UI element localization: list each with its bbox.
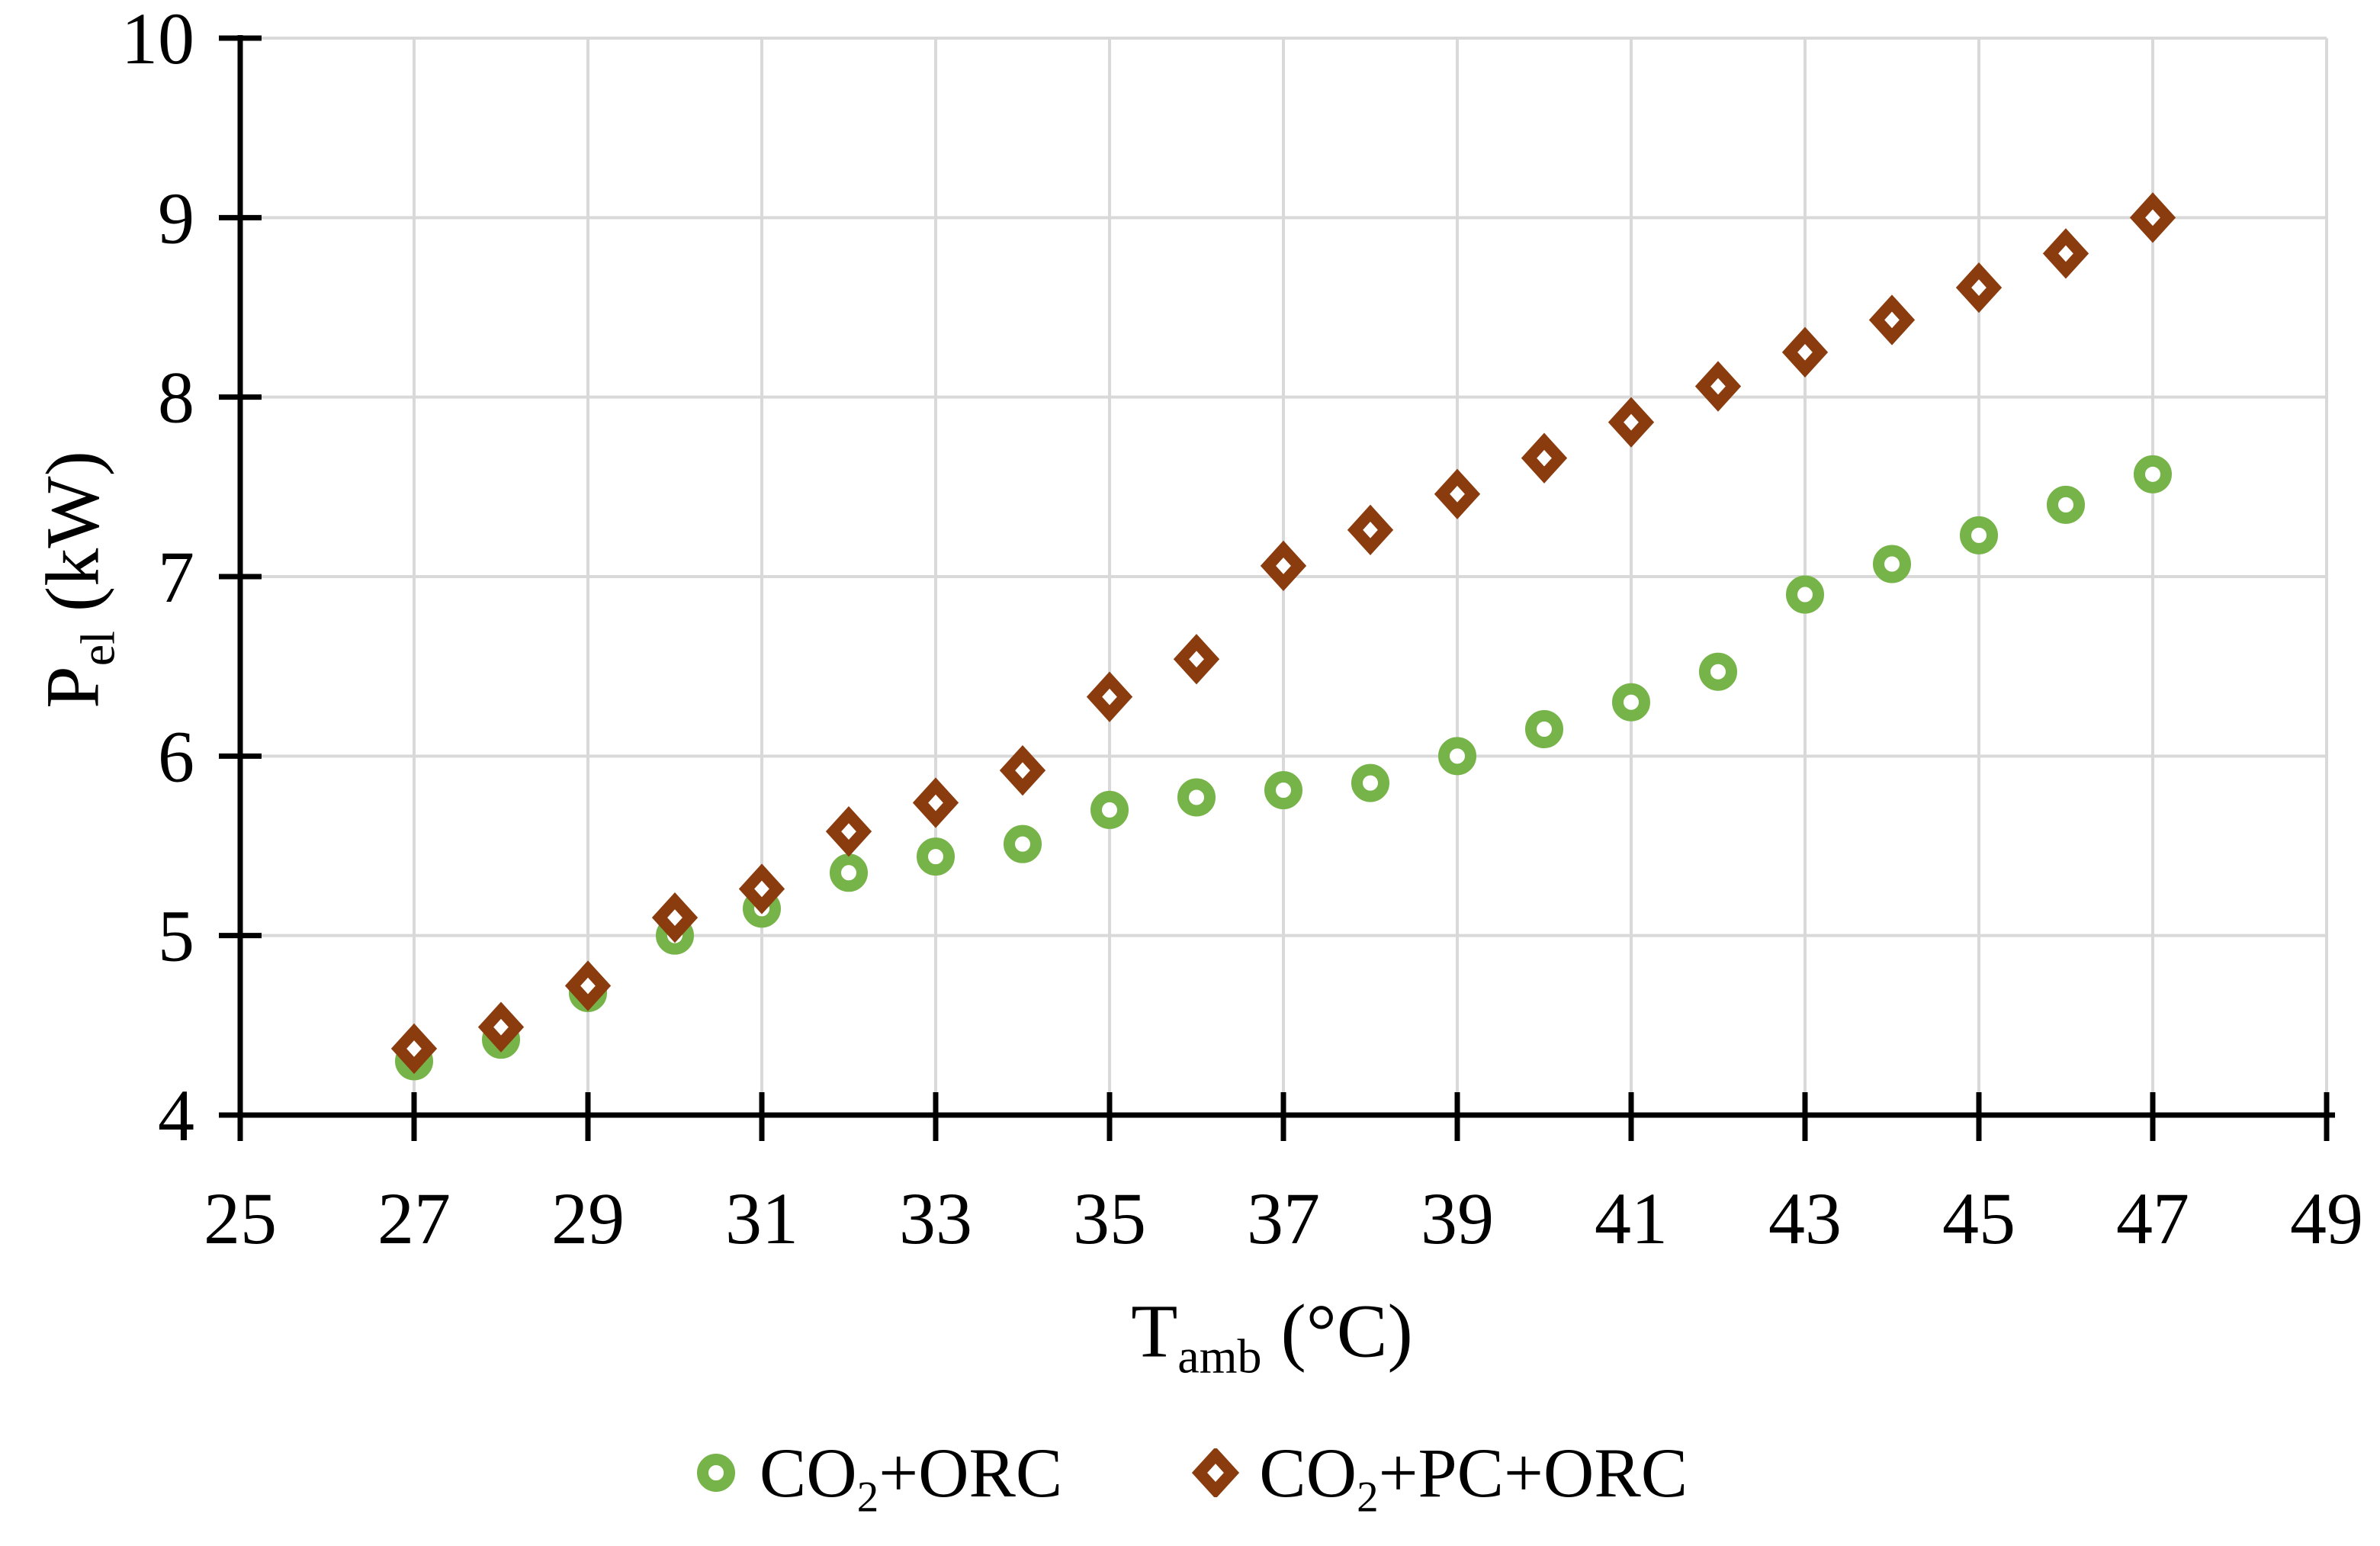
x-tick-label: 25 bbox=[204, 1178, 277, 1259]
x-tick-label: 45 bbox=[1942, 1178, 2015, 1259]
label-text: CO bbox=[1259, 1434, 1357, 1512]
legend-label: CO2+PC+ORC bbox=[1259, 1432, 1688, 1519]
data-point-diamond bbox=[1347, 504, 1394, 555]
label-subscript: 2 bbox=[1357, 1473, 1379, 1522]
label-text: CO bbox=[759, 1434, 857, 1512]
data-point-circle bbox=[1351, 763, 1389, 802]
data-point-circle bbox=[1264, 771, 1302, 810]
legend: CO2+ORC CO2+PC+ORC bbox=[0, 1432, 2380, 1519]
label-subscript: el bbox=[70, 631, 125, 667]
x-tick-label: 27 bbox=[377, 1178, 451, 1259]
data-point-circle bbox=[830, 853, 868, 892]
data-point-diamond bbox=[1781, 326, 1829, 378]
legend-item: CO2+PC+ORC bbox=[1192, 1432, 1688, 1519]
x-tick-label: 47 bbox=[2116, 1178, 2189, 1259]
data-point-circle bbox=[1004, 824, 1042, 863]
data-point-diamond bbox=[1173, 634, 1220, 685]
y-tick-label: 7 bbox=[158, 536, 194, 618]
data-point-diamond bbox=[564, 960, 612, 1011]
data-point-circle bbox=[1177, 778, 1216, 817]
label-text: +PC+ORC bbox=[1378, 1434, 1688, 1512]
label-text: P bbox=[30, 666, 115, 709]
data-point-diamond bbox=[999, 745, 1046, 796]
label-text: T bbox=[1131, 1288, 1178, 1374]
legend-diamond-glyph bbox=[1192, 1448, 1240, 1497]
data-point-diamond bbox=[1868, 294, 1916, 346]
data-point-diamond bbox=[2042, 228, 2089, 279]
x-tick-label: 43 bbox=[1768, 1178, 1842, 1259]
label-text: (kW) bbox=[30, 451, 115, 632]
legend-circle-glyph bbox=[696, 1454, 735, 1492]
label-text: +ORC bbox=[878, 1434, 1063, 1512]
y-axis-title: Pel (kW) bbox=[29, 451, 125, 709]
data-point-circle bbox=[2134, 455, 2172, 493]
data-point-circle bbox=[1786, 575, 1824, 614]
legend-circle-icon bbox=[696, 1454, 735, 1492]
series-co2-pc-orc bbox=[390, 192, 2176, 1075]
data-point-diamond bbox=[738, 863, 785, 914]
x-tick-label: 37 bbox=[1247, 1178, 1320, 1259]
data-point-diamond bbox=[825, 806, 872, 857]
legend-item: CO2+ORC bbox=[692, 1432, 1063, 1519]
data-point-diamond bbox=[912, 777, 959, 828]
data-point-diamond bbox=[1086, 671, 1133, 722]
x-tick-label: 39 bbox=[1421, 1178, 1494, 1259]
axes bbox=[219, 35, 2335, 1141]
data-point-circle bbox=[917, 837, 955, 876]
data-point-circle bbox=[1525, 710, 1563, 749]
x-tick-label: 29 bbox=[551, 1178, 625, 1259]
data-point-diamond bbox=[1260, 540, 1307, 592]
x-axis-title: Tamb (°C) bbox=[1131, 1287, 1413, 1381]
y-tick-label: 4 bbox=[158, 1075, 194, 1156]
data-point-diamond bbox=[651, 892, 699, 943]
label-subscript: 2 bbox=[856, 1473, 879, 1522]
data-point-diamond bbox=[1608, 397, 1655, 448]
label-subscript: amb bbox=[1177, 1329, 1262, 1384]
data-point-circle bbox=[1612, 683, 1650, 722]
data-point-diamond bbox=[1955, 262, 2003, 313]
label-text: (°C) bbox=[1261, 1288, 1413, 1374]
data-point-diamond bbox=[2129, 192, 2176, 243]
data-point-circle bbox=[1438, 737, 1476, 776]
data-point-circle bbox=[1960, 516, 1998, 554]
y-tick-label: 8 bbox=[158, 357, 194, 439]
x-tick-label: 41 bbox=[1595, 1178, 1668, 1259]
x-tick-label: 31 bbox=[725, 1178, 798, 1259]
gridlines bbox=[240, 37, 2328, 1115]
y-tick-label: 10 bbox=[121, 0, 194, 79]
legend-diamond-icon bbox=[1192, 1448, 1240, 1497]
y-tick-label: 9 bbox=[158, 177, 194, 259]
legend-label: CO2+ORC bbox=[759, 1432, 1063, 1519]
data-point-diamond bbox=[390, 1023, 438, 1075]
data-point-diamond bbox=[1694, 361, 1742, 412]
data-point-circle bbox=[1873, 545, 1911, 583]
y-tick-label: 6 bbox=[158, 715, 194, 797]
data-point-circle bbox=[2047, 485, 2085, 524]
data-point-diamond bbox=[1434, 468, 1481, 519]
data-point-diamond bbox=[477, 1001, 525, 1053]
data-point-diamond bbox=[1521, 432, 1568, 484]
x-tick-label: 49 bbox=[2290, 1178, 2363, 1259]
y-tick-label: 5 bbox=[158, 895, 194, 977]
data-point-circle bbox=[1699, 652, 1737, 691]
x-tick-label: 33 bbox=[899, 1178, 972, 1259]
x-tick-label: 35 bbox=[1073, 1178, 1146, 1259]
data-point-circle bbox=[1090, 790, 1129, 829]
